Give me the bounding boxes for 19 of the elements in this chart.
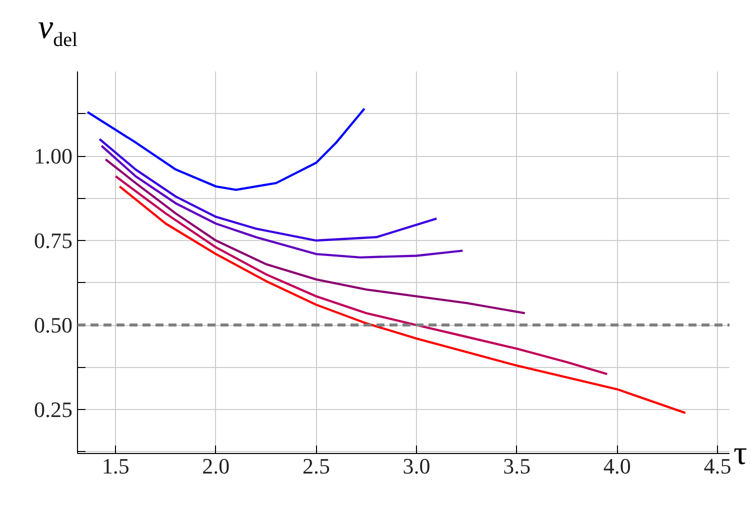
- y-tick-label: 0.50: [34, 312, 72, 338]
- x-tick-label: 4.0: [603, 454, 631, 478]
- line-series: [100, 144, 464, 259]
- line-series: [86, 108, 366, 191]
- y-axis-title: ν$_{del}$: [38, 9, 78, 51]
- y-tick-label: 0.25: [34, 397, 72, 422]
- x-tick-label: 3.0: [402, 454, 430, 478]
- x-tick-label: 1.5: [102, 454, 130, 478]
- y-tick-label: 0.75: [34, 228, 72, 254]
- x-axis-title: τ: [734, 435, 748, 472]
- x-tick-label: 2.5: [302, 454, 330, 478]
- y-tick-label: 1.00: [34, 144, 72, 169]
- line-series: [118, 185, 686, 414]
- x-tick-label: 4.5: [704, 454, 732, 478]
- line-series: [114, 175, 608, 376]
- x-tick-label: 3.5: [503, 454, 531, 478]
- line-series: [104, 158, 526, 314]
- line-series: [98, 138, 438, 242]
- x-tick-label: 2.0: [202, 454, 230, 478]
